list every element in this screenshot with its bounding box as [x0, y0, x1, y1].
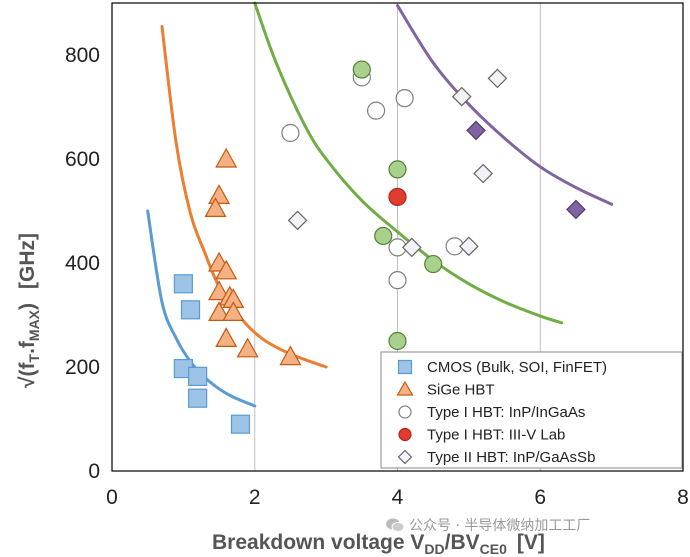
data-point-series-4 — [473, 163, 493, 184]
data-point-series-1 — [279, 345, 302, 366]
y-axis-label: √(fT.fMAX) [GHz] — [16, 233, 42, 388]
data-point-series-0 — [188, 388, 208, 408]
legend: CMOS (Bulk, SOI, FinFET) SiGe HBT Type I H… — [380, 351, 683, 469]
data-point-series-5 — [352, 60, 371, 79]
data-point-series-1 — [208, 184, 231, 204]
x-tick-label: 6 — [534, 486, 546, 509]
data-point-series-1 — [208, 280, 231, 301]
y-tick-label: 600 — [65, 148, 100, 171]
y-tick-label: 400 — [65, 252, 100, 275]
x-tick-label: 4 — [392, 486, 404, 509]
data-point-series-5 — [388, 331, 407, 351]
legend-marker-2 — [398, 405, 412, 419]
data-point-series-1 — [208, 301, 231, 321]
y-tick-label: 0 — [88, 460, 100, 483]
data-point-series-3 — [388, 187, 407, 207]
data-point-series-1 — [236, 337, 259, 358]
x-axis-label-main: Breakdown voltage V — [212, 531, 424, 554]
watermark: 公众号 · 半导体微纳加工工厂 — [385, 515, 590, 535]
data-point-series-2 — [395, 89, 414, 108]
wechat-icon — [385, 517, 405, 533]
y-axis-label-tail: ) — [16, 303, 39, 310]
legend-label-2: Type I HBT: InP/InGaAs — [427, 404, 585, 421]
trend-curve-1 — [160, 24, 328, 369]
data-point-series-0 — [173, 274, 193, 294]
data-point-series-2 — [366, 101, 386, 120]
x-axis-label-sub2: CE0 — [480, 541, 507, 557]
trend-curves — [146, 1, 614, 408]
legend-marker-3 — [398, 427, 412, 442]
data-point-series-2 — [388, 271, 407, 290]
x-axis-label-unit: [V] — [517, 531, 545, 554]
x-axis-label-sub1: DD — [424, 541, 444, 557]
data-point-series-4 — [401, 237, 422, 258]
data-points — [173, 60, 586, 434]
data-point-series-0 — [180, 300, 201, 320]
legend-box — [380, 351, 683, 469]
tick-labels: 0 2 4 6 8 0 200 400 600 800 — [65, 44, 689, 509]
legend-marker-0 — [397, 359, 413, 375]
data-point-series-0 — [188, 366, 208, 386]
data-point-series-1 — [215, 327, 238, 347]
x-tick-label: 2 — [249, 486, 261, 509]
data-point-series-0 — [230, 414, 251, 434]
data-point-series-1 — [215, 259, 238, 280]
x-tick-label: 8 — [677, 486, 689, 509]
x-axis-label-mid: /BV — [445, 531, 480, 554]
x-axis-label: Breakdown voltage VDD/BVCE0 [V] — [212, 531, 545, 557]
legend-label-3: Type I HBT: III-V Lab — [427, 427, 565, 444]
y-axis-label-sub2: MAX — [26, 309, 42, 341]
y-tick-label: 200 — [65, 356, 100, 379]
x-tick-label: 0 — [106, 486, 118, 509]
y-axis-label-mid: .f — [16, 340, 39, 354]
data-point-series-2 — [281, 123, 300, 143]
data-point-series-4 — [287, 210, 308, 231]
data-point-series-1 — [204, 197, 227, 217]
data-point-series-5 — [424, 254, 443, 274]
data-point-series-4 — [451, 86, 472, 107]
y-axis-label-main: √(f — [16, 361, 39, 388]
data-point-series-1 — [215, 147, 238, 168]
data-point-series-6 — [566, 199, 586, 220]
watermark-text: 公众号 · 半导体微纳加工工厂 — [409, 518, 591, 534]
trend-curve-3 — [396, 4, 614, 206]
data-point-series-4 — [459, 236, 479, 257]
data-point-series-6 — [466, 120, 486, 141]
data-point-series-5 — [388, 160, 407, 179]
legend-label-0: CMOS (Bulk, SOI, FinFET) — [427, 359, 607, 376]
data-point-series-5 — [374, 226, 393, 246]
legend-label-4: Type II HBT: InP/GaAsSb — [427, 449, 595, 466]
legend-label-1: SiGe HBT — [427, 382, 495, 399]
plot-frame — [111, 2, 684, 472]
data-point-series-4 — [487, 68, 508, 89]
y-tick-label: 800 — [65, 44, 100, 67]
y-axis-label-unit: [GHz] — [16, 233, 39, 289]
legend-marker-4 — [397, 449, 413, 465]
legend-marker-1 — [396, 380, 414, 396]
trend-curve-2 — [253, 1, 564, 325]
data-point-series-1 — [222, 301, 245, 321]
y-axis-label-sub1: T — [26, 353, 42, 362]
